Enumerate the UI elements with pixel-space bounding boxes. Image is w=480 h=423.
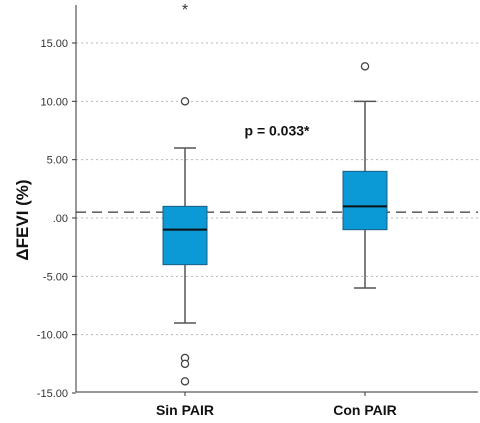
y-tick-label: 10.00 — [40, 96, 68, 108]
box-group: * — [162, 2, 208, 386]
y-tick-label: 15.00 — [40, 38, 68, 50]
y-tick-label: -10.00 — [37, 330, 68, 342]
grid-lines — [76, 42, 478, 336]
outlier-point — [180, 359, 190, 369]
outlier-point — [360, 62, 370, 71]
axes: 15.00 10.00 5.00 .00 -5.00 -10.00 -15.00 Sin PA… — [37, 5, 478, 418]
boxes: * — [162, 2, 388, 386]
p-value-annotation: p = 0.033* — [245, 123, 311, 139]
y-tick-label: .00 — [53, 213, 68, 225]
y-tick-label: 5.00 — [47, 155, 68, 167]
box-group — [342, 62, 388, 289]
y-tick-label: -5.00 — [43, 271, 68, 283]
extreme-point: * — [182, 2, 188, 19]
y-tick-label: -15.00 — [37, 388, 68, 400]
outlier-point — [180, 97, 190, 106]
x-category-label: Sin PAIR — [156, 402, 214, 418]
box-iqr — [342, 170, 388, 231]
outlier-point — [180, 377, 190, 386]
x-category-label: Con PAIR — [333, 402, 397, 418]
box-iqr — [162, 205, 208, 266]
y-axis-label: ΔFEVI (%) — [13, 179, 32, 260]
